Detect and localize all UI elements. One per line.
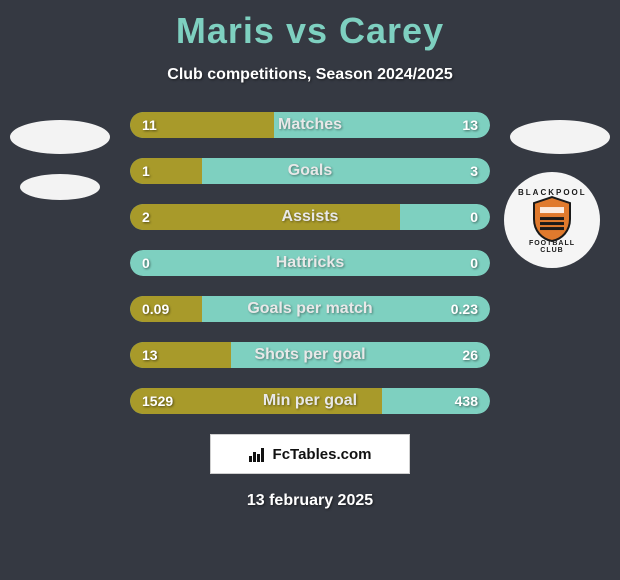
stat-label: Goals per match	[130, 296, 490, 322]
player1-avatar-placeholder	[10, 120, 110, 154]
stat-value-right: 0	[470, 250, 478, 276]
player2-name: Carey	[339, 10, 444, 51]
stat-label: Min per goal	[130, 388, 490, 414]
crest-bottom-text: FOOTBALL CLUB	[518, 240, 586, 254]
stat-value-right: 438	[455, 388, 478, 414]
player2-avatar-placeholder	[510, 120, 610, 154]
stat-rows: 11Matches131Goals32Assists00Hattricks00.…	[0, 112, 620, 414]
stat-row: 11Matches13	[130, 112, 490, 138]
stat-row: 1Goals3	[130, 158, 490, 184]
stat-label: Goals	[130, 158, 490, 184]
stat-value-right: 0	[470, 204, 478, 230]
stat-row: 2Assists0	[130, 204, 490, 230]
footer-site: FcTables.com	[273, 446, 372, 463]
subtitle: Club competitions, Season 2024/2025	[0, 66, 620, 84]
stat-value-right: 3	[470, 158, 478, 184]
player2-club-crest: BLACKPOOL FOOTBALL CLUB	[504, 172, 600, 268]
stat-row: 0.09Goals per match0.23	[130, 296, 490, 322]
stat-label: Hattricks	[130, 250, 490, 276]
stat-value-right: 13	[462, 112, 478, 138]
player1-club-placeholder	[20, 174, 100, 200]
footer-badge: FcTables.com	[210, 434, 410, 474]
stat-value-right: 26	[462, 342, 478, 368]
player1-name: Maris	[176, 10, 275, 51]
stat-label: Shots per goal	[130, 342, 490, 368]
vs-text: vs	[286, 10, 328, 51]
stat-label: Assists	[130, 204, 490, 230]
footer-date: 13 february 2025	[0, 492, 620, 510]
stat-row: 13Shots per goal26	[130, 342, 490, 368]
stat-label: Matches	[130, 112, 490, 138]
bars-icon	[249, 446, 267, 462]
shield-icon	[530, 195, 574, 243]
card-title: Maris vs Carey	[0, 0, 620, 52]
stat-row: 0Hattricks0	[130, 250, 490, 276]
comparison-card: Maris vs Carey Club competitions, Season…	[0, 0, 620, 580]
stat-row: 1529Min per goal438	[130, 388, 490, 414]
stat-value-right: 0.23	[451, 296, 478, 322]
